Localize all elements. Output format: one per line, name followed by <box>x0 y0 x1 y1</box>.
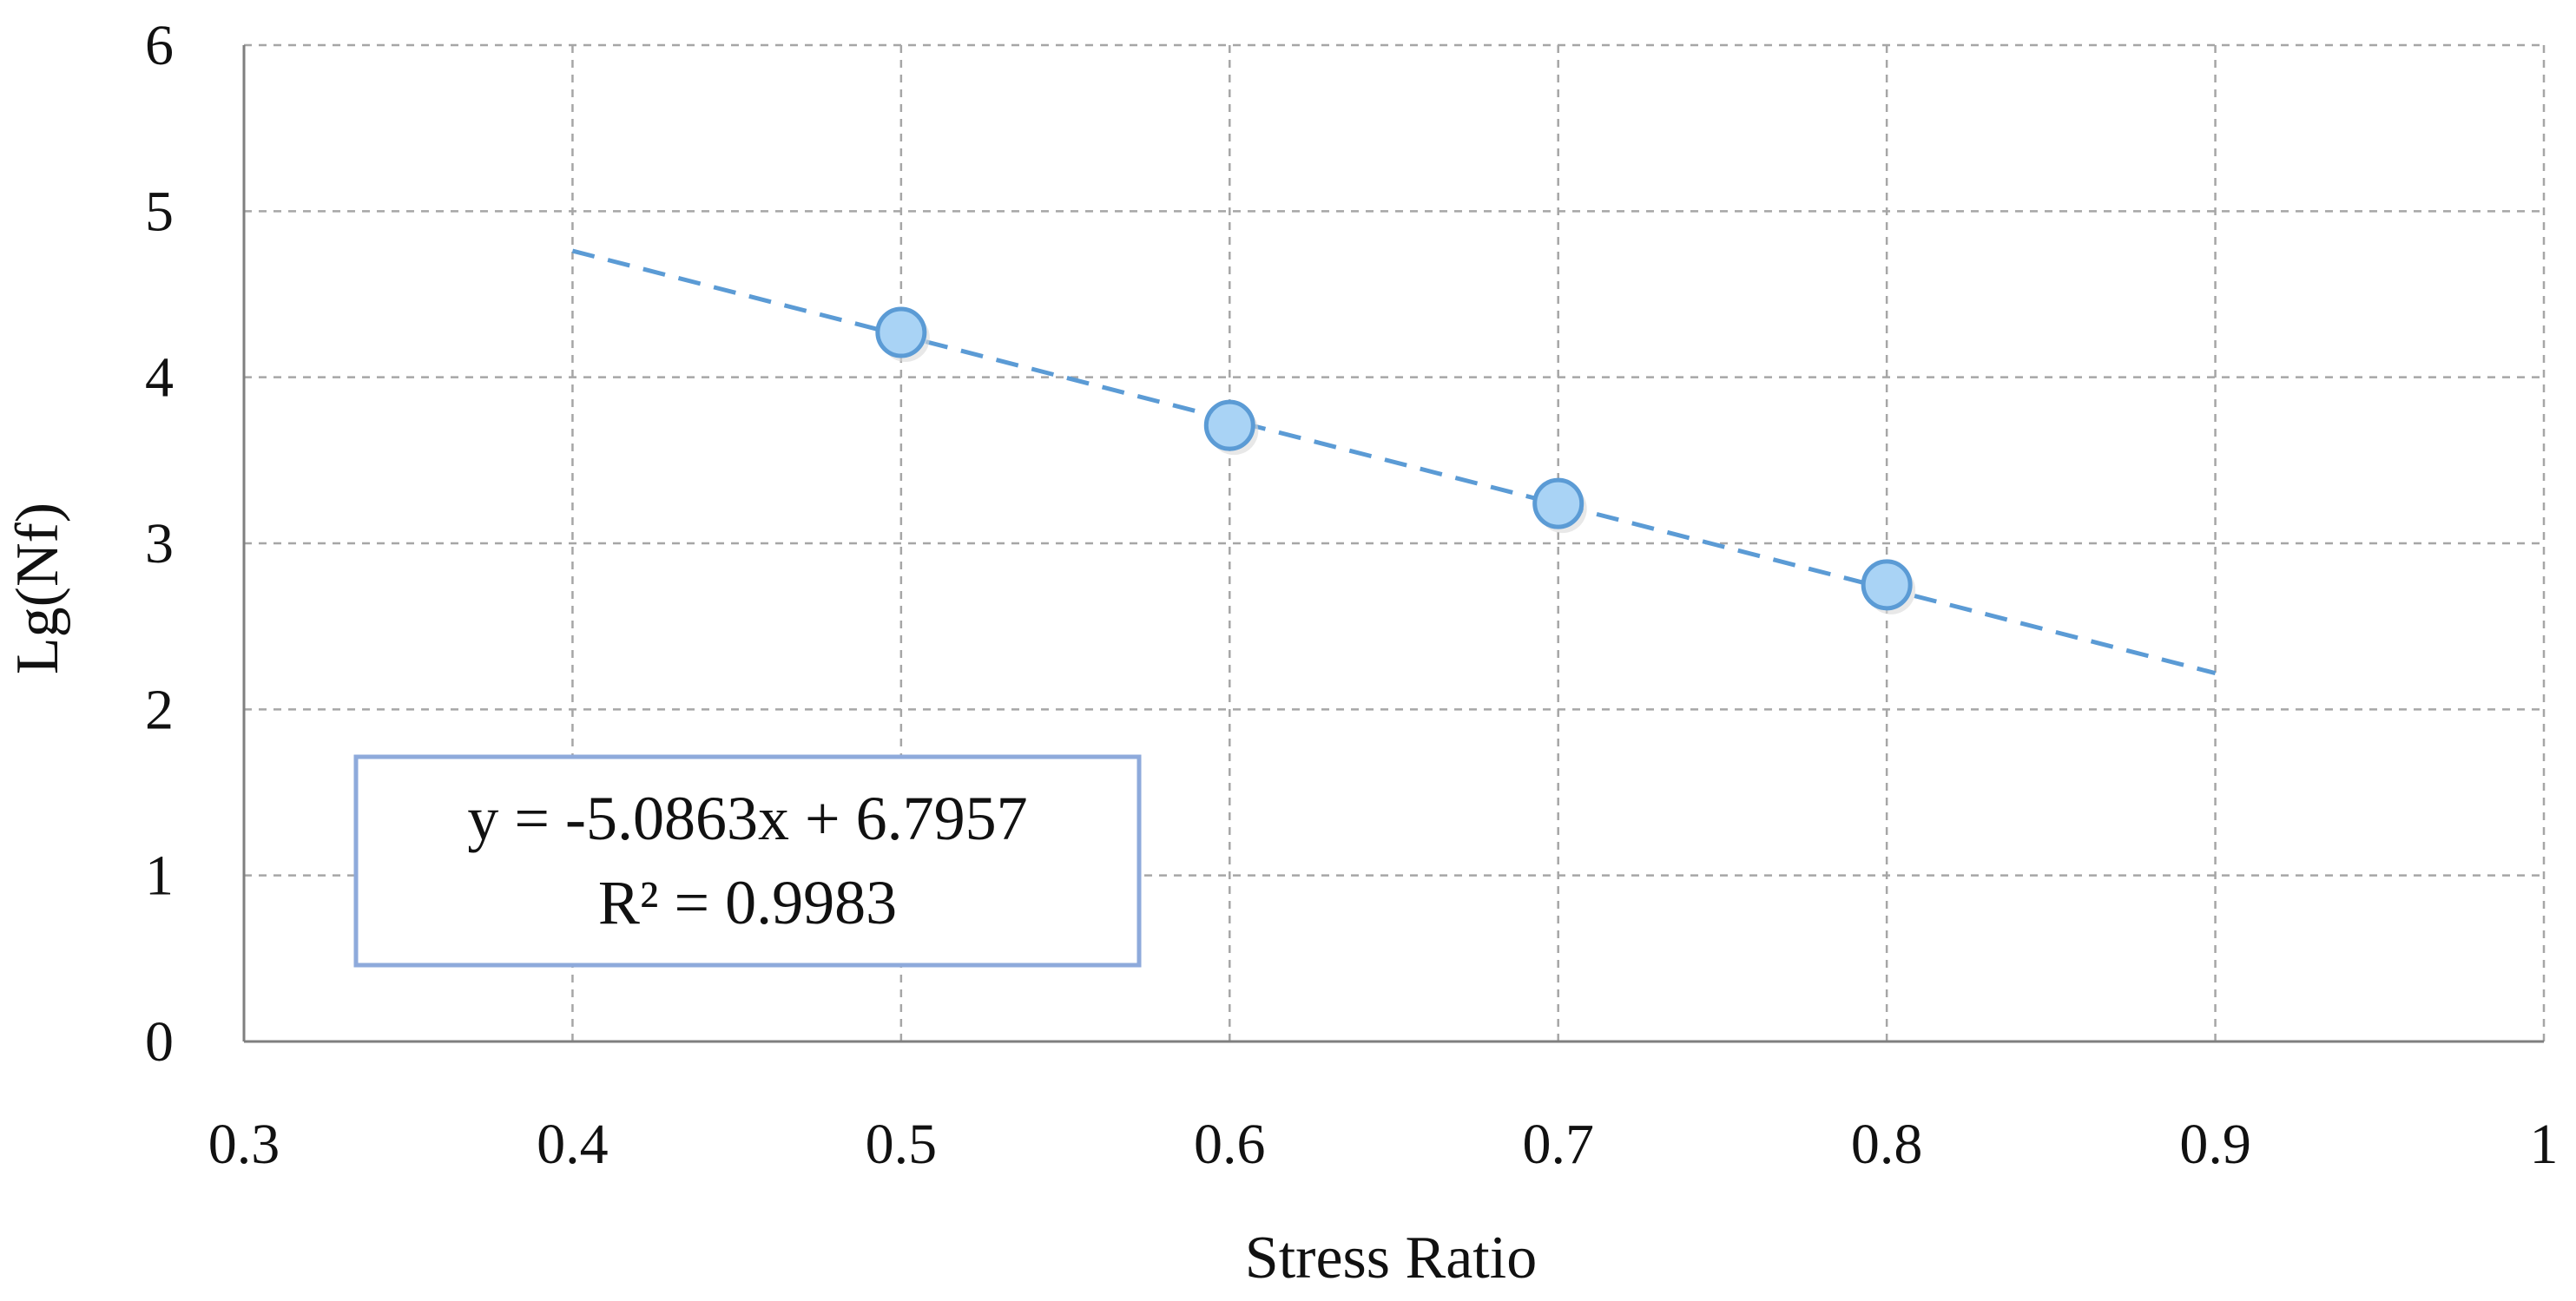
y-axis-title: Lg(Nf) <box>4 503 71 674</box>
x-tick-label: 0.3 <box>208 1113 280 1176</box>
data-point <box>875 306 927 358</box>
y-tick-label: 6 <box>145 14 174 77</box>
x-tick-label: 0.9 <box>2179 1113 2251 1176</box>
equation-box-border <box>353 754 1142 968</box>
y-tick-label: 1 <box>145 844 174 908</box>
y-tick-labels: 0 1 2 3 4 5 6 <box>145 14 174 1074</box>
trendline-group <box>571 248 2217 676</box>
y-tick-label: 5 <box>145 180 174 243</box>
x-tick-label: 0.5 <box>866 1113 938 1176</box>
y-tick-label: 3 <box>145 512 174 575</box>
data-point <box>1861 559 1913 611</box>
data-points <box>875 306 1916 614</box>
trendline-equation-box: y = -5.0863x + 6.7957 R² = 0.9983 <box>353 754 1142 968</box>
y-tick-label: 4 <box>145 346 174 410</box>
axes <box>242 45 2544 1043</box>
x-tick-labels: 0.3 0.4 0.5 0.6 0.7 0.8 0.9 1 <box>208 1113 2559 1176</box>
x-axis-title: Stress Ratio <box>1245 1225 1537 1291</box>
trendline-equation: y = -5.0863x + 6.7957 <box>467 784 1027 853</box>
y-tick-label: 2 <box>145 678 174 741</box>
trendline <box>571 248 2217 676</box>
x-tick-label: 0.6 <box>1194 1113 1266 1176</box>
data-point <box>1532 477 1584 529</box>
r-squared: R² = 0.9983 <box>598 868 897 937</box>
x-tick-label: 0.4 <box>537 1113 609 1176</box>
x-tick-label: 0.8 <box>1851 1113 1923 1176</box>
y-tick-label: 0 <box>145 1010 174 1074</box>
x-tick-label: 0.7 <box>1522 1113 1594 1176</box>
x-tick-label: 1 <box>2530 1113 2559 1176</box>
data-point <box>1203 399 1255 451</box>
